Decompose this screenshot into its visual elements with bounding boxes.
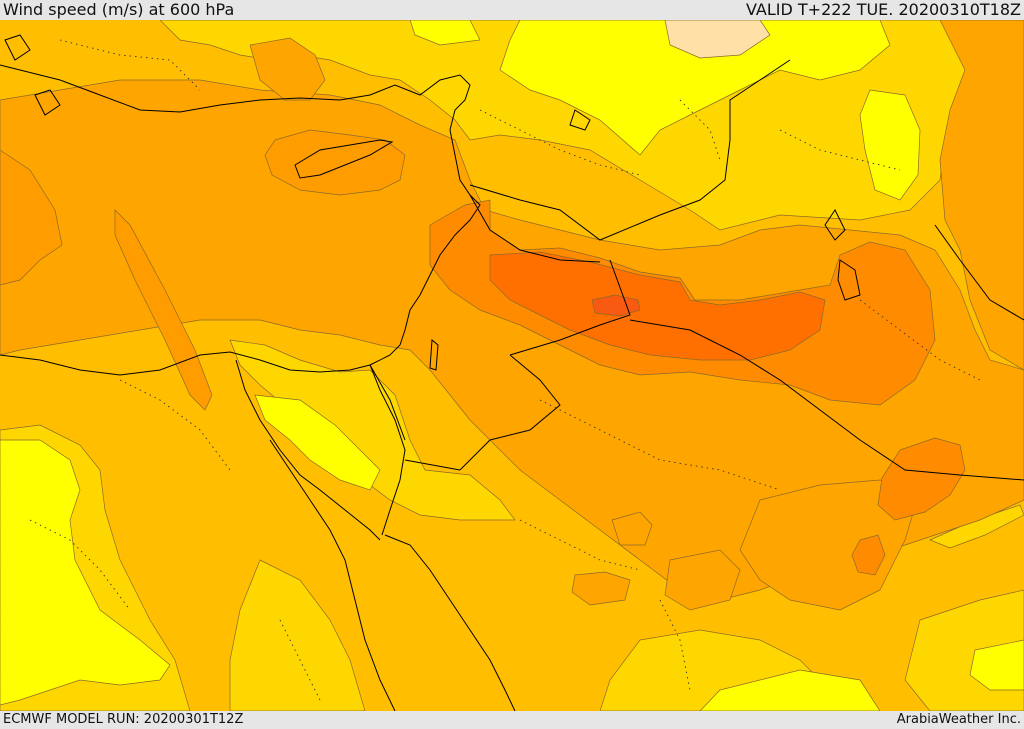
dotted-boundaries	[29, 39, 981, 701]
field-strong-northwest	[249, 37, 326, 101]
gulf-coast	[824, 209, 861, 301]
cyprus	[294, 139, 394, 179]
field-weak-southwest	[229, 559, 366, 711]
field-weakest-east	[859, 89, 921, 201]
aqaba-line	[404, 459, 461, 471]
sinai-outline	[235, 359, 381, 541]
field-strong-northeast	[939, 20, 1024, 371]
model-run-label: ECMWF MODEL RUN: 20200301T12Z	[3, 712, 244, 727]
field-weakest-southeast	[969, 639, 1024, 691]
field-weakest-north	[409, 20, 481, 46]
saudi-iraq-border	[629, 319, 1024, 481]
field-stronger-cyprus	[264, 129, 406, 196]
field-strong-south-3	[571, 571, 631, 606]
sinai-east-gulf	[369, 364, 406, 536]
egypt-israel-border	[369, 364, 406, 441]
persian-coast	[934, 224, 1024, 321]
field-strong-south	[739, 479, 921, 611]
field-strongest-core	[489, 251, 826, 361]
dead-sea	[429, 338, 439, 371]
header-bar: Wind speed (m/s) at 600 hPa VALID T+222 …	[0, 0, 1024, 20]
saudi-jordan-border	[509, 259, 631, 356]
iraq-border	[469, 194, 601, 263]
field-weakest-west	[0, 439, 171, 706]
map-title: Wind speed (m/s) at 600 hPa	[3, 0, 235, 19]
field-calm-patch	[664, 20, 771, 59]
field-stronger-south-spot	[851, 534, 886, 576]
field-stronger-west-tongue	[0, 149, 63, 286]
red-sea-east	[384, 534, 516, 711]
levant-coast	[369, 129, 481, 366]
field-stronger-southeast	[877, 437, 966, 521]
turkey-coast	[0, 64, 471, 131]
field-weakest-sinai	[254, 394, 381, 491]
valid-time-label: VALID T+222 TUE. 20200310T18Z	[745, 0, 1021, 19]
syria-iraq-border	[469, 59, 791, 241]
aegean-islands	[4, 34, 61, 116]
red-sea-west	[269, 439, 396, 711]
field-weakest-south	[699, 669, 881, 711]
footer-bar: ECMWF MODEL RUN: 20200301T12Z ArabiaWeat…	[0, 711, 1024, 729]
coastlines	[0, 34, 1024, 711]
field-strong-south-2	[664, 549, 741, 611]
field-strong-levant	[0, 79, 1024, 601]
jordan-saudi-south	[459, 354, 561, 471]
caspian-edge	[569, 109, 591, 131]
credit-label: ArabiaWeather Inc.	[896, 712, 1021, 727]
wind-speed-map	[0, 20, 1024, 711]
field-weakest-northeast	[499, 20, 891, 156]
field-strong-south-4	[611, 511, 653, 546]
egypt-coast	[0, 351, 371, 376]
